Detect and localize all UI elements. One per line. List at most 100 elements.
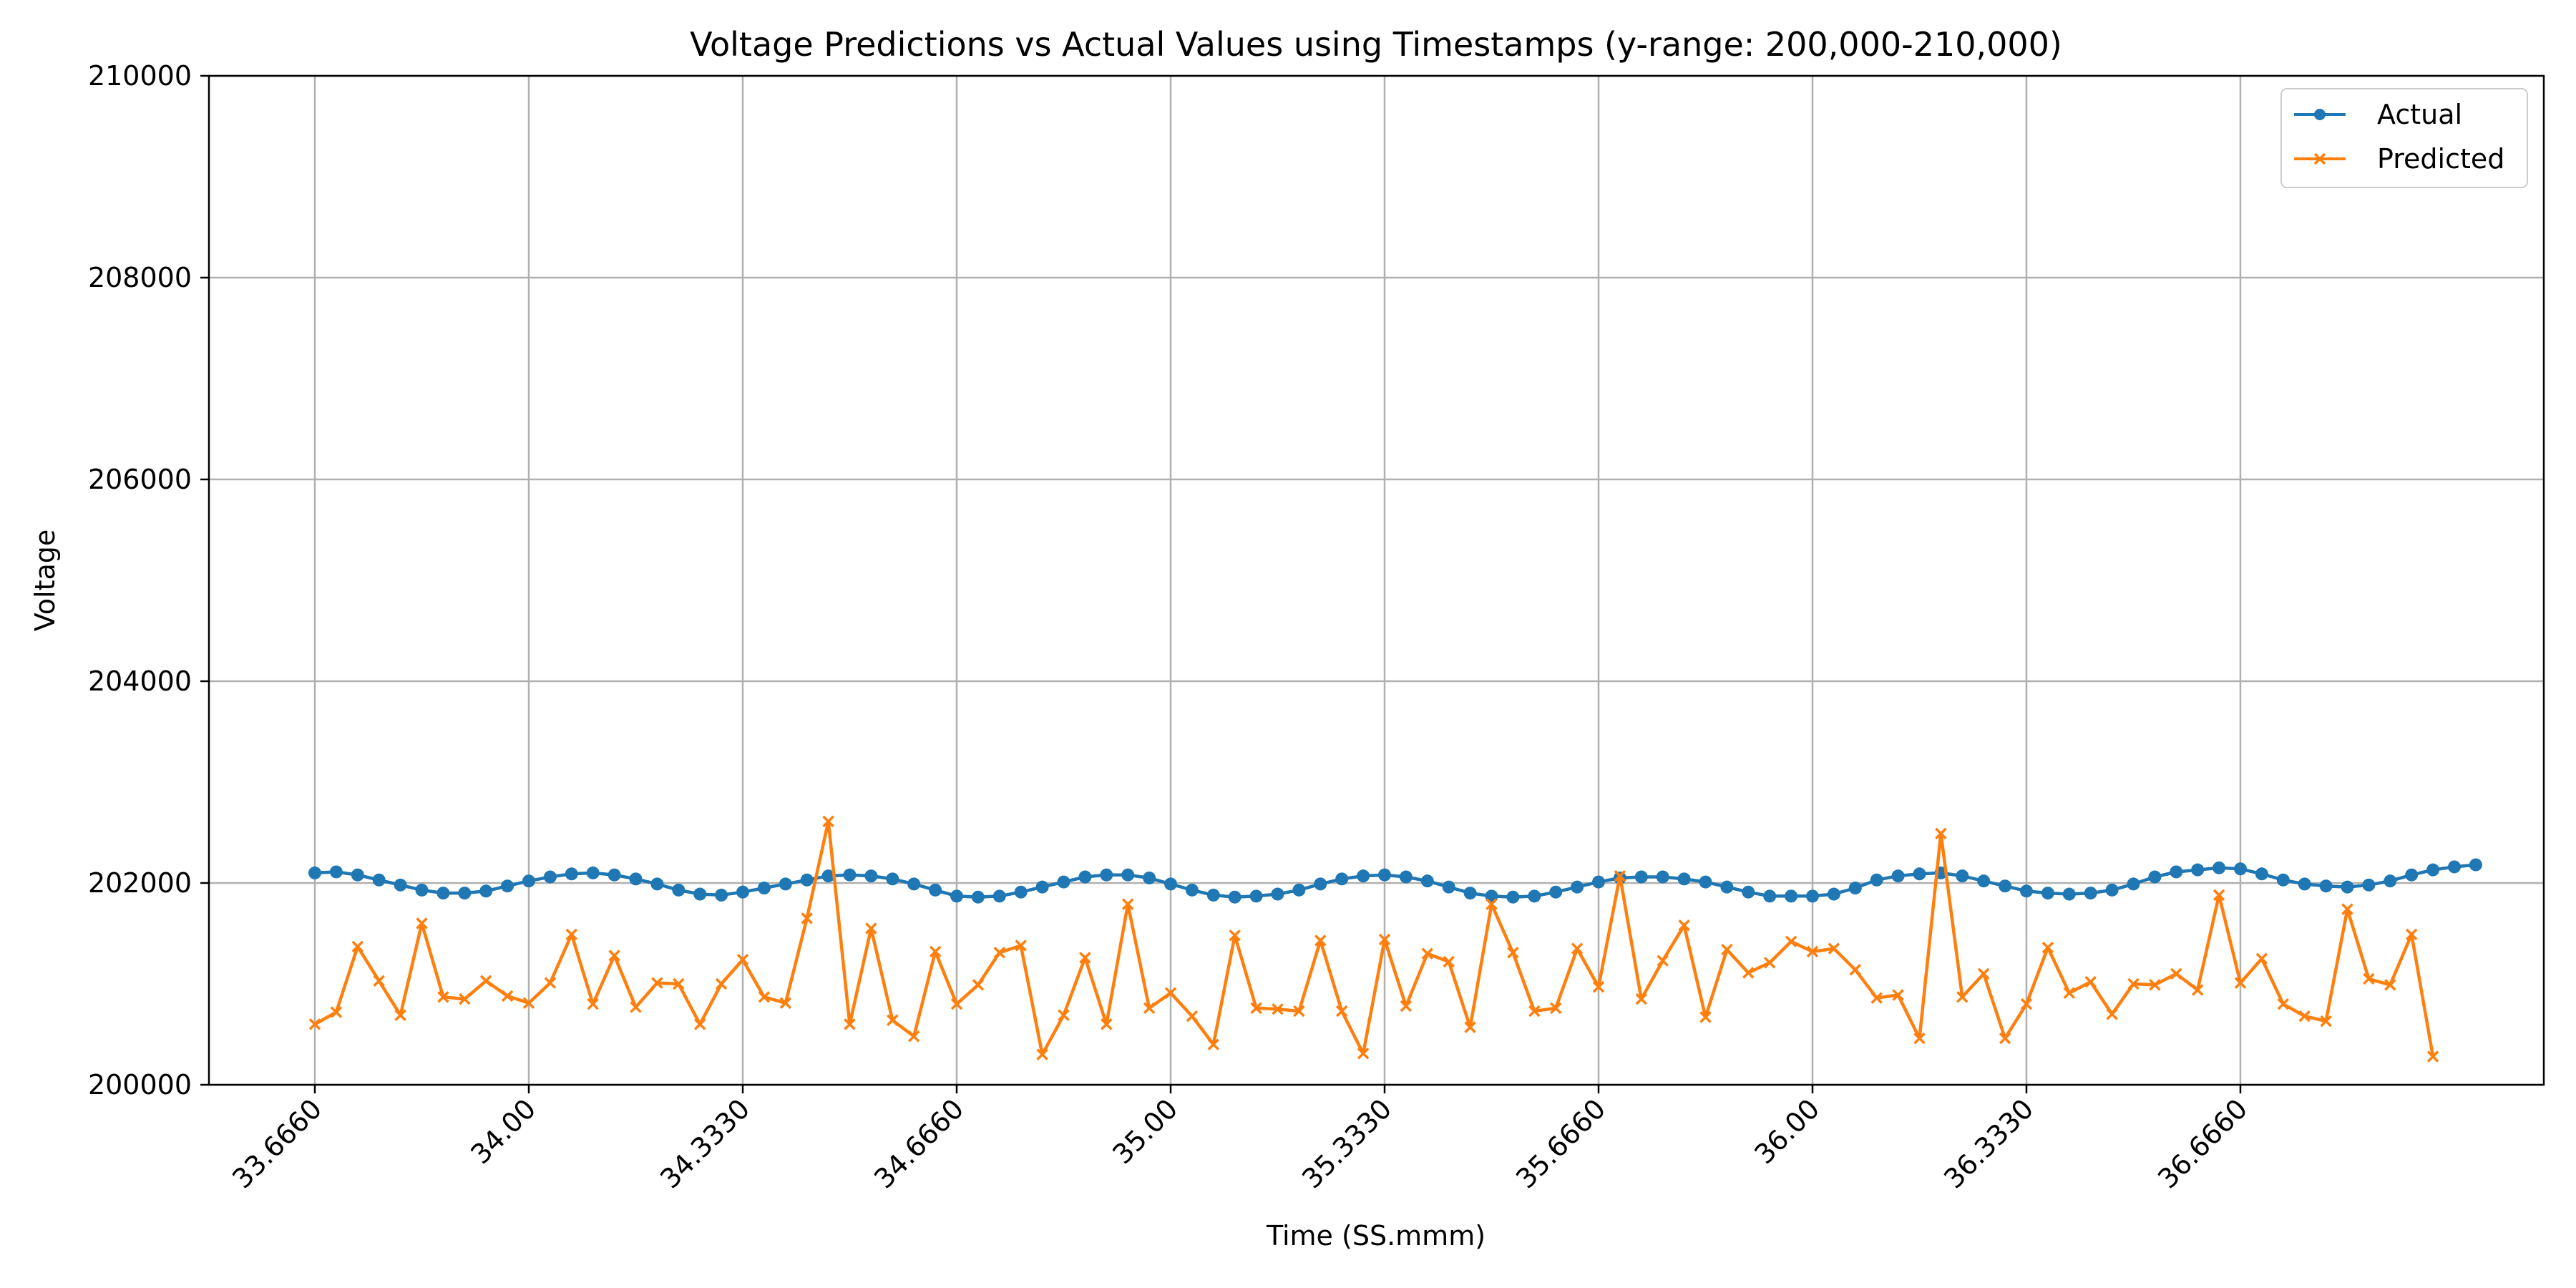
data-point-actual bbox=[2255, 867, 2268, 881]
data-point-predicted bbox=[865, 922, 877, 935]
data-point-actual bbox=[2105, 883, 2119, 897]
data-point-actual bbox=[650, 877, 664, 891]
data-point-actual bbox=[1335, 872, 1349, 886]
data-point-predicted bbox=[1015, 940, 1027, 952]
data-point-predicted bbox=[1357, 1048, 1370, 1060]
data-point-actual bbox=[1228, 890, 1241, 904]
data-point-predicted bbox=[2320, 1015, 2332, 1028]
data-point-predicted bbox=[1378, 933, 1391, 946]
data-point-actual bbox=[950, 889, 963, 903]
data-point-actual bbox=[2191, 863, 2205, 877]
data-point-predicted bbox=[673, 977, 685, 990]
data-point-actual bbox=[629, 872, 643, 886]
data-point-predicted bbox=[1592, 980, 1605, 993]
chart-title: Voltage Predictions vs Actual Values usi… bbox=[690, 25, 2062, 64]
data-point-actual bbox=[929, 883, 942, 897]
data-point-actual bbox=[1634, 870, 1648, 884]
data-point-predicted bbox=[1678, 919, 1690, 932]
data-point-predicted bbox=[1186, 1010, 1199, 1023]
data-point-actual bbox=[1249, 889, 1263, 903]
data-point-predicted bbox=[1785, 935, 1797, 948]
data-point-predicted bbox=[2426, 1050, 2439, 1063]
data-point-predicted bbox=[1507, 947, 1519, 959]
y-tick-label: 206000 bbox=[88, 464, 192, 495]
data-point-actual bbox=[2405, 868, 2419, 882]
data-point-actual bbox=[1571, 880, 1584, 894]
data-point-actual bbox=[351, 868, 364, 882]
data-point-predicted bbox=[822, 815, 834, 828]
data-point-predicted bbox=[1657, 955, 1669, 967]
series-actual bbox=[308, 858, 2482, 904]
data-point-actual bbox=[821, 869, 835, 883]
data-point-actual bbox=[522, 874, 535, 888]
data-point-predicted bbox=[2020, 997, 2033, 1010]
data-point-predicted bbox=[2298, 1010, 2311, 1023]
data-point-predicted bbox=[1614, 869, 1626, 882]
data-point-actual bbox=[1292, 883, 1306, 897]
data-point-actual bbox=[1763, 889, 1777, 903]
data-point-predicted bbox=[1421, 947, 1434, 960]
data-point-actual bbox=[1506, 890, 1520, 904]
data-point-predicted bbox=[2084, 975, 2097, 988]
data-point-predicted bbox=[459, 992, 471, 1005]
data-point-actual bbox=[1913, 867, 1926, 881]
data-point-actual bbox=[843, 868, 857, 882]
data-point-predicted bbox=[2341, 903, 2353, 915]
data-point-actual bbox=[308, 866, 321, 879]
data-point-actual bbox=[736, 885, 749, 899]
legend: Actual Predicted bbox=[2280, 88, 2528, 188]
data-point-actual bbox=[1206, 888, 1220, 902]
x-axis-label: Time (SS.mmm) bbox=[1266, 1220, 1485, 1252]
y-tick-label: 204000 bbox=[88, 665, 192, 697]
data-point-actual bbox=[2426, 863, 2440, 877]
data-point-predicted bbox=[1635, 992, 1648, 1005]
data-point-predicted bbox=[2234, 977, 2247, 989]
data-point-predicted bbox=[330, 1006, 343, 1018]
data-point-predicted bbox=[1571, 942, 1584, 955]
data-point-actual bbox=[1143, 871, 1156, 884]
series-predicted bbox=[308, 815, 2439, 1063]
data-point-predicted bbox=[1036, 1048, 1048, 1060]
data-point-predicted bbox=[501, 990, 514, 1002]
data-point-actual bbox=[1185, 883, 1199, 897]
data-point-actual bbox=[2384, 874, 2397, 888]
data-point-predicted bbox=[801, 912, 813, 924]
legend-actual-label: Actual bbox=[2377, 99, 2462, 130]
data-point-predicted bbox=[1699, 1011, 1712, 1023]
data-point-predicted bbox=[544, 977, 557, 989]
data-point-predicted bbox=[1443, 955, 1455, 968]
data-point-predicted bbox=[416, 917, 428, 930]
data-point-predicted bbox=[907, 1030, 920, 1043]
data-point-actual bbox=[543, 870, 557, 884]
data-point-actual bbox=[329, 865, 343, 879]
data-point-predicted bbox=[1058, 1009, 1070, 1021]
data-point-predicted bbox=[2277, 997, 2290, 1010]
data-point-actual bbox=[2448, 860, 2461, 874]
data-point-actual bbox=[779, 877, 792, 891]
data-point-predicted bbox=[1742, 967, 1755, 979]
data-point-actual bbox=[1870, 873, 1883, 887]
data-point-actual bbox=[2127, 877, 2140, 891]
data-point-predicted bbox=[479, 975, 492, 987]
data-point-predicted bbox=[1913, 1032, 1926, 1045]
data-point-predicted bbox=[715, 977, 728, 990]
data-point-actual bbox=[1164, 877, 1177, 891]
data-point-actual bbox=[1720, 880, 1734, 894]
data-point-actual bbox=[1999, 879, 2012, 893]
data-point-actual bbox=[1956, 869, 1969, 883]
data-point-predicted bbox=[1977, 967, 1990, 980]
data-point-actual bbox=[907, 877, 921, 891]
plot-frame bbox=[208, 74, 2545, 1086]
data-point-actual bbox=[1442, 880, 1455, 894]
data-point-actual bbox=[1271, 887, 1284, 901]
data-point-actual bbox=[2298, 877, 2311, 891]
data-point-actual bbox=[2084, 887, 2097, 900]
data-point-predicted bbox=[308, 1018, 321, 1030]
data-point-predicted bbox=[1549, 1002, 1562, 1015]
data-point-actual bbox=[1420, 874, 1434, 888]
data-point-actual bbox=[1806, 889, 1819, 903]
data-point-predicted bbox=[2149, 979, 2161, 991]
data-point-actual bbox=[1121, 868, 1135, 882]
data-point-actual bbox=[1078, 870, 1092, 884]
